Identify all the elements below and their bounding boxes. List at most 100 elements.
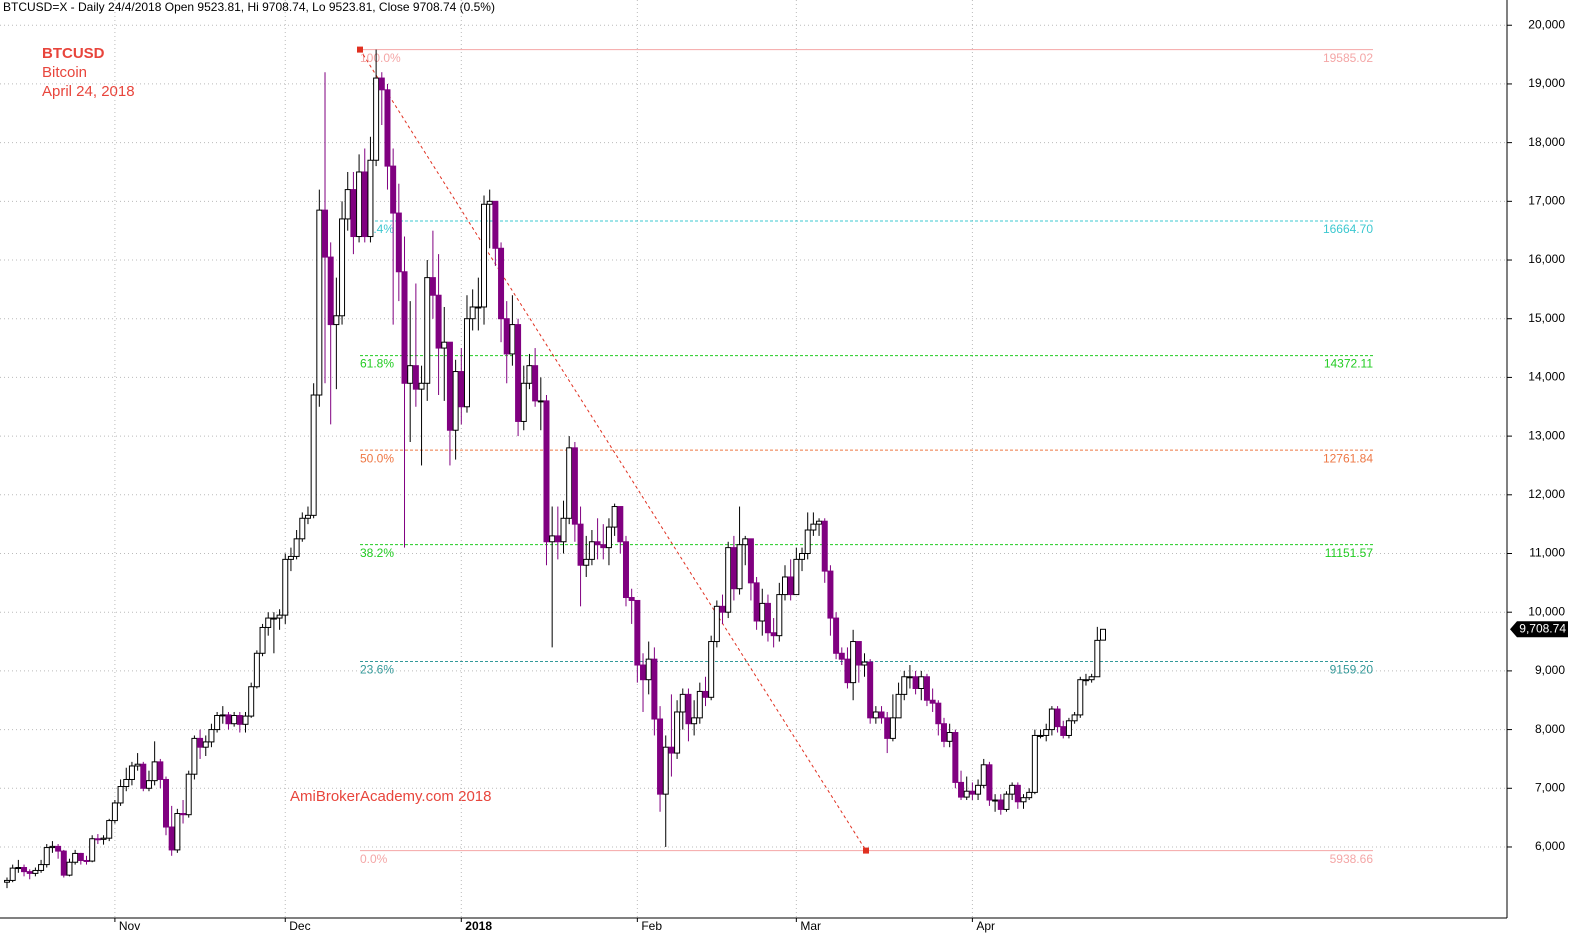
candle-body bbox=[219, 714, 226, 717]
candle-body bbox=[151, 761, 158, 782]
fib-ratio: 61.8% bbox=[360, 357, 394, 371]
candle-body bbox=[145, 780, 152, 789]
candle-body bbox=[571, 447, 578, 525]
candle-body bbox=[106, 820, 113, 839]
y-tick-label: 19,000 bbox=[1528, 76, 1565, 90]
watermark: AmiBrokerAcademy.com 2018 bbox=[290, 788, 491, 805]
candle-body bbox=[458, 371, 465, 408]
y-tick-label: 18,000 bbox=[1528, 135, 1565, 149]
fib-value: 9159.20 bbox=[1330, 663, 1374, 677]
annotation: BTCUSD bbox=[42, 45, 105, 62]
candle-body bbox=[168, 826, 175, 851]
candle-body bbox=[378, 77, 385, 91]
candle-body bbox=[566, 447, 573, 519]
candle-body bbox=[1100, 628, 1106, 641]
candle-body bbox=[333, 315, 340, 326]
candle-body bbox=[770, 632, 777, 637]
candle-body bbox=[685, 693, 692, 725]
fib-value: 14372.11 bbox=[1324, 357, 1373, 371]
candle-body bbox=[1043, 729, 1050, 736]
candle-body bbox=[651, 658, 658, 720]
candle-body bbox=[322, 209, 329, 258]
candle-body bbox=[60, 850, 67, 876]
candle-body bbox=[316, 209, 323, 396]
candle-body bbox=[912, 676, 919, 689]
candle-body bbox=[9, 867, 16, 881]
candle-body bbox=[1054, 708, 1061, 728]
y-tick-label: 14,000 bbox=[1528, 370, 1565, 384]
y-tick-label: 20,000 bbox=[1528, 17, 1565, 31]
candle-body bbox=[94, 838, 101, 841]
candle-body bbox=[730, 547, 737, 590]
candle-body bbox=[214, 715, 221, 731]
candle-body bbox=[15, 867, 22, 870]
y-tick-label: 10,000 bbox=[1528, 604, 1565, 618]
candle-body bbox=[390, 165, 397, 214]
candle-body bbox=[827, 570, 834, 619]
candle-body bbox=[134, 763, 141, 767]
candle-body bbox=[270, 617, 277, 620]
candle-body bbox=[486, 200, 493, 205]
candle-body bbox=[747, 538, 754, 584]
candle-body bbox=[583, 558, 590, 566]
candle-body bbox=[816, 520, 823, 525]
candle-body bbox=[424, 277, 431, 384]
candle-body bbox=[867, 661, 874, 719]
anchor-point bbox=[357, 46, 363, 53]
candle-body bbox=[640, 664, 647, 681]
x-tick-label: Nov bbox=[119, 919, 140, 933]
candle-body bbox=[49, 845, 56, 849]
candle-body bbox=[526, 365, 533, 384]
candle-body bbox=[906, 676, 913, 679]
candle-body bbox=[157, 761, 164, 780]
candle-body bbox=[611, 506, 618, 528]
candle-body bbox=[918, 676, 925, 689]
candle-body bbox=[1031, 734, 1038, 793]
candle-body bbox=[117, 786, 124, 804]
candle-body bbox=[503, 318, 510, 355]
candle-body bbox=[1071, 714, 1078, 722]
candle-body bbox=[287, 555, 294, 560]
candle-body bbox=[532, 365, 539, 402]
candle-body bbox=[412, 365, 419, 390]
candle-body bbox=[492, 200, 499, 249]
candle-body bbox=[72, 852, 79, 863]
candle-body bbox=[605, 526, 612, 549]
candle-body bbox=[1020, 797, 1027, 803]
candle-body bbox=[662, 746, 669, 795]
candle-body bbox=[679, 693, 686, 713]
candle-body bbox=[265, 617, 272, 628]
candle-body bbox=[537, 400, 544, 403]
candle-body bbox=[208, 729, 215, 743]
candle-body bbox=[645, 658, 652, 681]
candle-body bbox=[889, 717, 896, 739]
candle-body bbox=[469, 306, 476, 320]
candle-body bbox=[588, 541, 595, 560]
candle-body bbox=[1088, 676, 1095, 681]
candle-body bbox=[43, 847, 50, 866]
candle-body bbox=[844, 658, 851, 684]
header: BTCUSD=X - Daily 24/4/2018 Open 9523.81,… bbox=[3, 0, 495, 14]
candle-body bbox=[764, 602, 771, 634]
fib-ratio: 100.0% bbox=[360, 51, 401, 65]
fib-ratio: 0.0% bbox=[360, 852, 388, 866]
y-tick-label: 13,000 bbox=[1528, 428, 1565, 442]
fib-value: 19585.02 bbox=[1323, 51, 1373, 65]
x-tick-label: Dec bbox=[289, 919, 310, 933]
candle-body bbox=[515, 324, 522, 422]
x-tick-label: 2018 bbox=[465, 919, 492, 933]
y-tick-label: 7,000 bbox=[1535, 780, 1565, 794]
candle-body bbox=[895, 693, 902, 719]
candle-body bbox=[446, 341, 453, 431]
candle-body bbox=[674, 711, 681, 754]
candle-body bbox=[498, 247, 505, 320]
candle-body bbox=[719, 605, 726, 613]
candle-body bbox=[185, 773, 192, 816]
candle-body bbox=[452, 371, 459, 431]
annotation: April 24, 2018 bbox=[42, 83, 135, 100]
candle-body bbox=[668, 746, 675, 754]
candle-body bbox=[855, 641, 862, 666]
candle-body bbox=[821, 520, 828, 572]
candle-body bbox=[253, 652, 260, 688]
